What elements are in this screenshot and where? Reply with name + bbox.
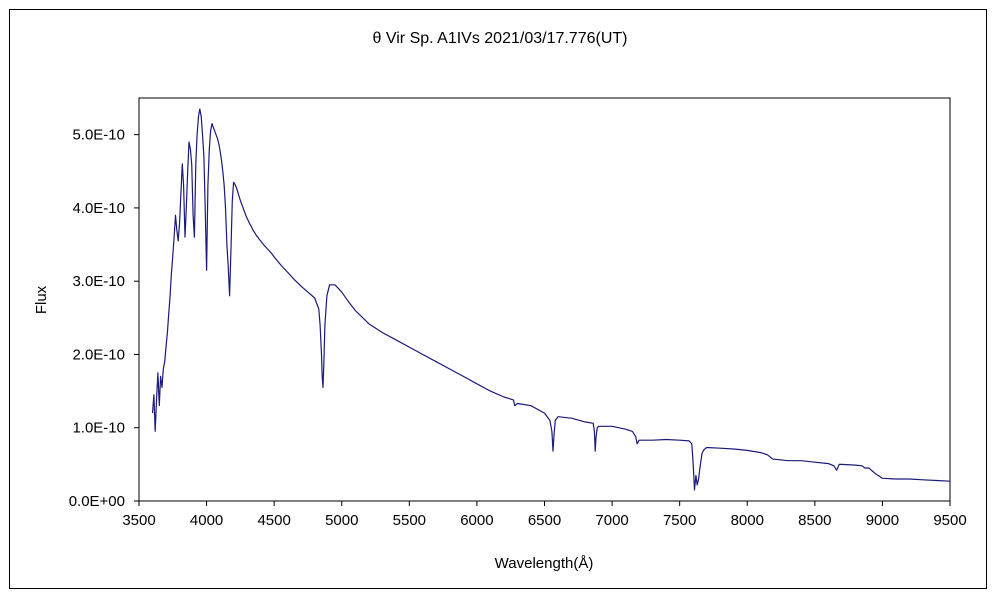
y-axis-label: Flux bbox=[33, 285, 50, 314]
y-tick-label: 5.0E-10 bbox=[72, 127, 125, 144]
x-tick-label: 8500 bbox=[798, 512, 831, 529]
chart-title: θ Vir Sp. A1IVs 2021/03/17.776(UT) bbox=[373, 30, 628, 47]
plot-area bbox=[138, 97, 951, 502]
series-line bbox=[151, 108, 951, 491]
x-tick-label: 9000 bbox=[866, 512, 899, 529]
x-axis: 3500 4000 4500 5000 5500 6000 6500 7000 7500 8000… bbox=[122, 501, 967, 529]
x-tick-label: 3500 bbox=[122, 512, 155, 529]
x-tick-label: 5500 bbox=[393, 512, 426, 529]
x-tick-label: 6000 bbox=[460, 512, 493, 529]
x-tick-label: 4500 bbox=[257, 512, 290, 529]
x-tick-label: 6500 bbox=[528, 512, 561, 529]
x-axis-label: Wavelength(Å) bbox=[495, 555, 594, 572]
x-tick-label: 8000 bbox=[731, 512, 764, 529]
y-tick-label: 4.0E-10 bbox=[72, 200, 125, 217]
y-tick-label: 3.0E-10 bbox=[72, 273, 125, 290]
y-tick-label: 0.0E+00 bbox=[69, 493, 125, 510]
y-axis: 0.0E+00 1.0E-10 2.0E-10 3.0E-10 4.0E-10 5.0E-… bbox=[69, 127, 139, 510]
y-tick-label: 1.0E-10 bbox=[72, 420, 125, 437]
y-tick-label: 2.0E-10 bbox=[72, 346, 125, 363]
x-tick-label: 7500 bbox=[663, 512, 696, 529]
x-tick-label: 5000 bbox=[325, 512, 358, 529]
x-tick-label: 4000 bbox=[190, 512, 223, 529]
x-tick-label: 9500 bbox=[933, 512, 966, 529]
x-tick-label: 7000 bbox=[595, 512, 628, 529]
